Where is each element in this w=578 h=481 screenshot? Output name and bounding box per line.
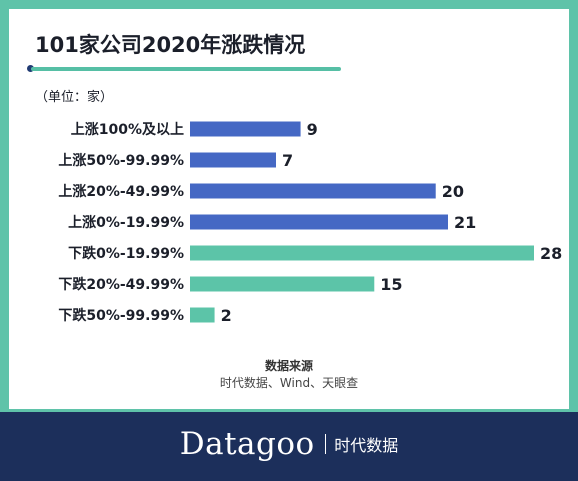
footer-banner: Datagoo 时代数据 — [0, 412, 578, 481]
unit-note: （单位：家） — [35, 90, 114, 105]
value-label: 28 — [540, 244, 562, 263]
title-dot — [27, 65, 34, 72]
category-label: 上涨20%-49.99% — [58, 184, 184, 200]
category-label: 上涨100%及以上 — [71, 122, 184, 138]
category-label: 上涨0%-19.99% — [68, 215, 184, 231]
bar — [190, 245, 534, 261]
category-label: 下跌20%-49.99% — [58, 277, 184, 293]
bar — [190, 307, 215, 323]
title-underline — [31, 67, 341, 71]
chart-card: 101家公司2020年涨跌情况 （单位：家） 上涨100%及以上 9 上涨50%-9… — [9, 9, 569, 409]
brand-logo-text: Datagoo — [179, 426, 315, 462]
chart-title: 101家公司2020年涨跌情况 — [35, 33, 306, 57]
category-label: 下跌0%-19.99% — [68, 246, 184, 262]
source-text: 时代数据、Wind、天眼查 — [219, 376, 359, 390]
value-label: 2 — [221, 306, 232, 325]
source-title: 数据来源 — [264, 359, 313, 373]
value-label: 15 — [380, 275, 402, 294]
bar — [190, 152, 276, 168]
category-label: 上涨50%-99.99% — [58, 153, 184, 169]
value-label: 9 — [307, 120, 318, 139]
brand-separator — [324, 434, 327, 454]
brand: Datagoo 时代数据 — [0, 426, 578, 462]
bar — [190, 121, 301, 137]
value-label: 20 — [442, 182, 464, 201]
bar — [190, 183, 436, 199]
value-label: 7 — [282, 151, 293, 170]
value-label: 21 — [454, 213, 476, 232]
bar — [190, 214, 448, 230]
bar-chart: 上涨100%及以上 9 上涨50%-99.99% 7 上涨20%-49.99% 20 上涨0… — [58, 120, 562, 325]
brand-subtitle: 时代数据 — [334, 436, 399, 455]
bar — [190, 276, 375, 292]
category-label: 下跌50%-99.99% — [58, 308, 184, 324]
